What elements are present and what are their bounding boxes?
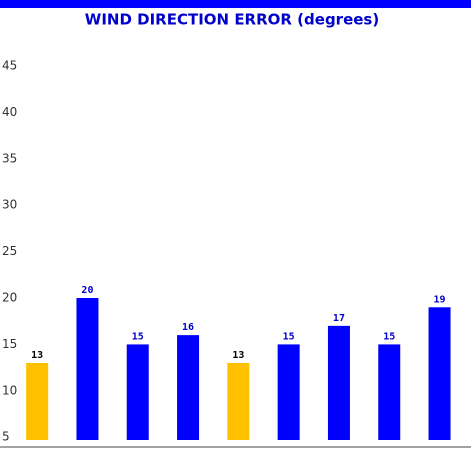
bar — [126, 344, 149, 440]
bar — [327, 325, 350, 440]
value-label: 17 — [333, 313, 345, 324]
bar — [378, 344, 401, 440]
y-tick-label: 25 — [2, 244, 17, 258]
bar — [76, 298, 99, 440]
top-stripe — [0, 0, 471, 8]
bar — [26, 362, 49, 440]
y-tick-label: 5 — [2, 430, 10, 444]
bar — [428, 307, 451, 440]
value-label: 15 — [132, 331, 144, 342]
value-label: 16 — [182, 322, 194, 333]
y-tick-label: 10 — [2, 383, 17, 397]
y-tick-label: 20 — [2, 291, 17, 305]
bar — [227, 362, 250, 440]
value-label: 20 — [81, 285, 93, 296]
chart-title: WIND DIRECTION ERROR (degrees) — [85, 11, 379, 29]
y-tick-label: 15 — [2, 337, 17, 351]
y-tick-label: 30 — [2, 198, 17, 212]
value-label: 15 — [383, 331, 395, 342]
y-tick-label: 40 — [2, 105, 17, 119]
value-label: 13 — [31, 350, 43, 361]
value-label: 15 — [283, 331, 295, 342]
bar — [277, 344, 300, 440]
y-tick-label: 45 — [2, 59, 17, 73]
value-label: 13 — [232, 350, 244, 361]
bar — [177, 335, 200, 440]
y-tick-label: 35 — [2, 151, 17, 165]
value-label: 19 — [434, 294, 446, 305]
